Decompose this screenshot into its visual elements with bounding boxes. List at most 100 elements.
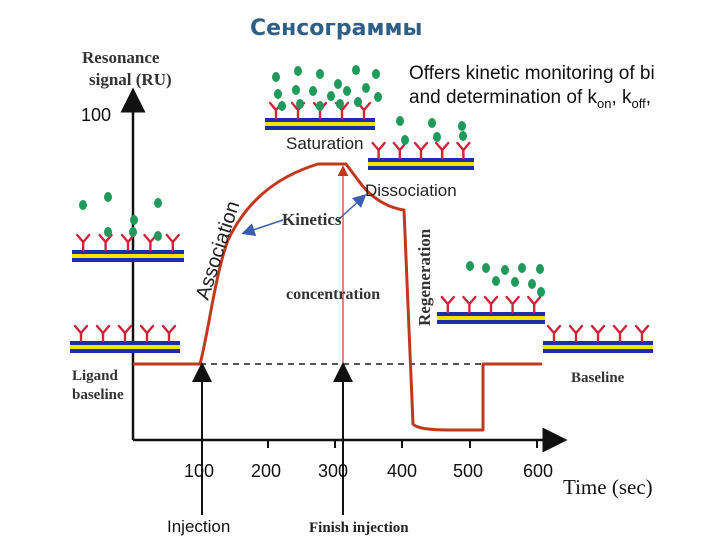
receptor-icon [117, 324, 133, 343]
analyte-molecule [466, 261, 474, 271]
analyte-molecule [396, 116, 404, 126]
receptor-icon [95, 324, 111, 343]
injection-label: Injection [167, 517, 230, 536]
association-label: Association [192, 198, 245, 302]
kinetics-arrow-right [337, 193, 367, 221]
association-chip-layer-top [72, 250, 184, 254]
analyte-molecule [316, 69, 324, 79]
saturation-label: Saturation [286, 134, 364, 153]
page-title: Сенсограммы [250, 16, 423, 41]
analyte-molecule [104, 192, 112, 202]
baseline-chip-layer-bottom [543, 349, 653, 353]
receptor-icon [612, 324, 628, 343]
ligand-baseline-chip-layer-bottom [70, 349, 180, 353]
receptor-icon [139, 324, 155, 343]
x-tick-label: 100 [184, 461, 214, 481]
receptor-icon [462, 295, 477, 314]
x-tick-label: 500 [453, 461, 483, 481]
analyte-molecule [104, 227, 112, 237]
analyte-molecule [294, 66, 302, 76]
description-text: Offers kinetic monitoring of bi and dete… [409, 62, 720, 116]
analyte-molecule [374, 92, 382, 102]
analyte-molecule [272, 72, 280, 82]
dissociation-chip-layer-gold [368, 162, 474, 166]
sensogram-curve [133, 162, 542, 432]
kinetics-constants-prefix: and determination of k [409, 87, 598, 108]
analyte-molecule [518, 263, 526, 273]
description-line-1: Offers kinetic monitoring of bi [409, 63, 655, 84]
receptor-icon [161, 324, 177, 343]
receptor-icon [98, 233, 113, 252]
analyte-molecule [528, 279, 536, 289]
analyte-molecule [274, 89, 282, 99]
receptor-icon [76, 233, 91, 252]
receptor-icon [392, 141, 407, 160]
analyte-molecule [327, 91, 335, 101]
association-chip-layer-bottom [72, 258, 184, 262]
analyte-molecule [336, 99, 344, 109]
receptor-icon [165, 233, 180, 252]
kinetics-label: Kinetics [282, 210, 342, 229]
receptor-icon [435, 141, 450, 160]
analyte-molecule [492, 276, 500, 286]
analyte-molecule [372, 69, 380, 79]
analyte-molecule [401, 135, 409, 145]
receptor-icon [413, 141, 429, 160]
receptor-icon [440, 295, 455, 314]
analyte-molecule [511, 277, 519, 287]
analyte-molecule [316, 101, 324, 111]
baseline-chip-layer-gold [543, 345, 653, 349]
ligand-baseline-label-line-2: baseline [72, 387, 124, 403]
analyte-molecule [79, 200, 87, 210]
analyte-molecule [482, 263, 490, 273]
kinetics-arrow-left [241, 219, 284, 237]
analyte-molecule [459, 131, 467, 141]
analyte-molecule [458, 121, 466, 131]
ligand-baseline-chip-layer-top [70, 341, 180, 345]
receptor-icon [590, 324, 606, 343]
kinetics-constants-separator: , k [611, 87, 632, 108]
analyte-molecule [154, 198, 162, 208]
finish-injection-label: Finish injection [309, 520, 409, 536]
regeneration-chip-layer-bottom [437, 320, 545, 324]
analyte-molecule [537, 287, 545, 297]
association-chip-layer-gold [72, 254, 184, 258]
analyte-molecule [433, 132, 441, 142]
analyte-molecule [343, 86, 351, 96]
x-tick-label: 300 [318, 461, 348, 481]
x-tick-label: 200 [251, 461, 281, 481]
analyte-molecule [501, 265, 509, 275]
analyte-molecule [536, 264, 544, 274]
x-tick-label: 400 [387, 461, 417, 481]
receptor-icon [546, 324, 562, 343]
regeneration-label: Regeneration [415, 228, 434, 326]
analyte-molecule [292, 85, 300, 95]
regeneration-chip-layer-top [437, 312, 545, 316]
saturation-chip-layer-top [265, 118, 375, 122]
dissociation-chip-layer-bottom [368, 166, 474, 170]
koff-subscript: off [631, 95, 646, 111]
analyte-molecule [129, 227, 137, 237]
baseline-chip-layer-top [543, 341, 653, 345]
y-axis-label-line-2: signal (RU) [89, 70, 172, 89]
receptor-icon [73, 324, 89, 343]
receptor-icon [456, 141, 471, 160]
baseline-label: Baseline [571, 370, 625, 386]
receptor-icon [483, 295, 499, 314]
analyte-molecule [352, 65, 360, 75]
saturation-chip-layer-gold [265, 122, 375, 126]
concentration-label: concentration [286, 286, 380, 303]
y-axis-label-line-1: Resonance [82, 48, 160, 67]
analyte-molecule [296, 99, 304, 109]
kon-subscript: on [597, 95, 612, 111]
analyte-molecule [362, 83, 370, 93]
dissociation-chip-layer-top [368, 158, 474, 162]
dissociation-label: Dissociation [365, 181, 457, 200]
ligand-baseline-label-line-1: Ligand [72, 368, 119, 384]
saturation-chip-layer-bottom [265, 126, 375, 130]
analyte-molecule [428, 118, 436, 128]
x-tick-label: 600 [523, 461, 553, 481]
receptor-icon [120, 233, 136, 252]
receptor-icon [505, 295, 520, 314]
